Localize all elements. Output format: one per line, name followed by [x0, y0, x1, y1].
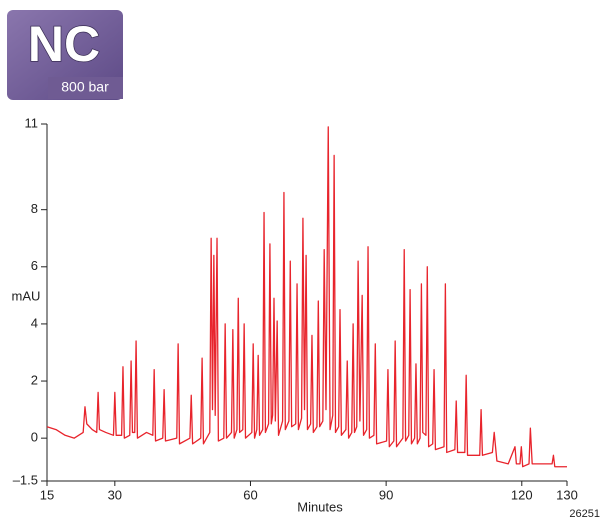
badge-subtitle-box [48, 77, 123, 99]
y-tick-label: –1.5 [13, 472, 38, 487]
badge: NC 800 bar [7, 10, 123, 100]
x-tick-label: 30 [108, 487, 122, 502]
chromatogram-line [46, 126, 567, 468]
y-tick-label: 11 [25, 115, 39, 130]
y-tick-label: 6 [31, 258, 38, 273]
y-tick-label: 8 [31, 201, 38, 216]
x-tick-label: 60 [243, 487, 257, 502]
x-tick-label: 120 [511, 487, 533, 502]
badge-subtitle: 800 bar [61, 79, 109, 95]
x-tick-label: 130 [556, 487, 578, 502]
y-tick-label: 0 [31, 430, 38, 445]
badge-title: NC [28, 16, 100, 72]
y-tick-label: 2 [31, 372, 38, 387]
x-tick-label: 15 [40, 487, 54, 502]
y-axis-label: mAU [12, 288, 41, 303]
x-tick-label: 90 [379, 487, 393, 502]
figure-id: 26251 [569, 508, 600, 520]
y-tick-label: 4 [31, 315, 38, 330]
x-axis-label: Minutes [297, 499, 343, 514]
